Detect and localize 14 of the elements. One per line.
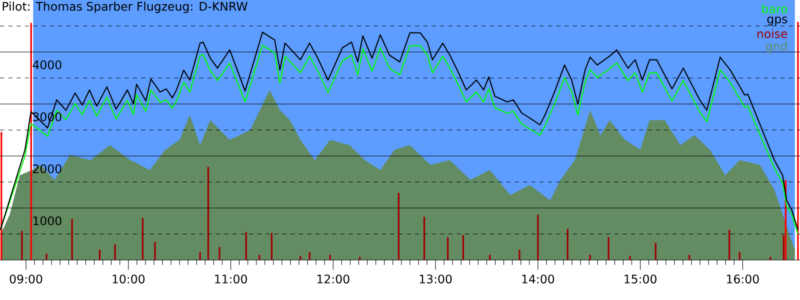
x-tick-label: 15:00 — [624, 274, 656, 284]
x-tick-label: 09:00 — [10, 274, 42, 284]
x-tick-label: 10:00 — [112, 274, 145, 284]
x-tick-label: 14:00 — [522, 274, 554, 284]
chart-title: Pilot: Thomas Sparber Flugzeug: D-KNRW — [2, 2, 248, 14]
x-tick-label: 16:00 — [727, 274, 759, 284]
x-tick-label: 13:00 — [420, 274, 452, 284]
y-tick-label: 1000 — [34, 216, 62, 226]
text: baro — [762, 4, 788, 14]
series-label: noise — [758, 29, 788, 38]
x-tick-label: 12:00 — [318, 274, 350, 284]
text: gnd — [766, 42, 787, 53]
x-tick-label: 11:00 — [215, 274, 247, 284]
text: gps — [767, 16, 788, 26]
